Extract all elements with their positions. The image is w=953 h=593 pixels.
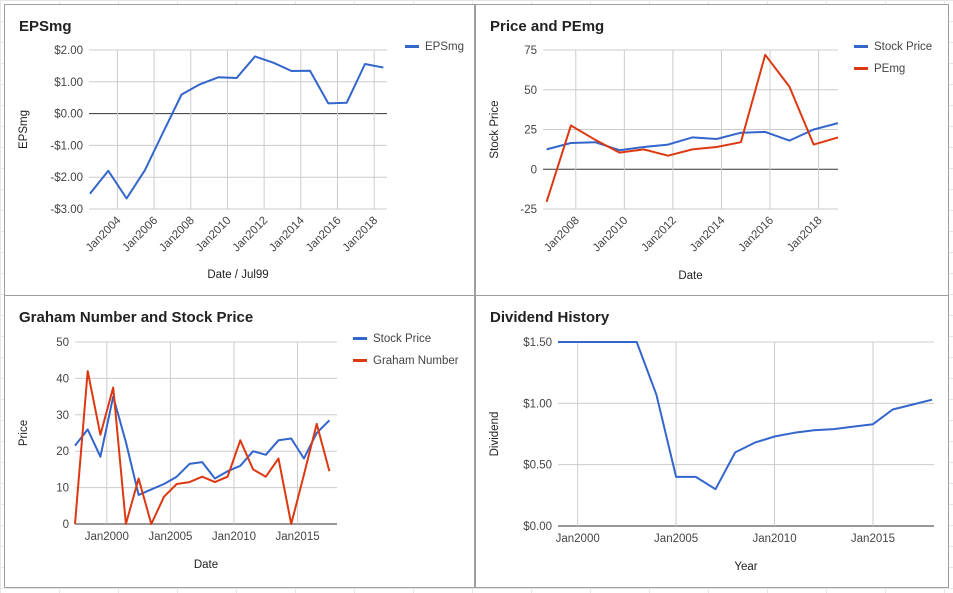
legend-label: Stock Price xyxy=(373,333,431,345)
x-tick-label: Jan2014 xyxy=(267,214,307,254)
x-axis-title: Date xyxy=(194,559,218,571)
y-axis-title: Stock Price xyxy=(489,100,501,158)
x-tick-label: Jan2010 xyxy=(752,533,796,545)
y-tick-label: $1.50 xyxy=(523,337,552,349)
y-tick-label: -$1.00 xyxy=(50,140,83,152)
x-tick-label: Jan2008 xyxy=(542,215,582,255)
y-tick-label: 10 xyxy=(56,483,69,495)
series-line-stock-price xyxy=(74,395,331,496)
chart-panel-graham-number: Graham Number and Stock Price 50 40 30 20 10… xyxy=(4,295,475,588)
series-line-stock-price xyxy=(546,122,839,152)
y-tick-label: 50 xyxy=(56,337,69,349)
x-tick-label: Jan2010 xyxy=(212,531,256,543)
x-tick-label: Jan2010 xyxy=(591,215,631,255)
epsmg-chart-svg: $2.00 $1.00 $0.00 -$1.00 -$2.00 -$3.00Jan2004… xyxy=(18,41,464,281)
y-tick-label: $2.00 xyxy=(54,45,83,57)
x-tick-label: Jan2018 xyxy=(785,215,825,255)
x-tick-label: Jan2010 xyxy=(194,215,234,255)
y-tick-label: -$3.00 xyxy=(50,204,83,216)
x-axis-title: Date xyxy=(678,270,702,282)
x-tick-label: Jan2005 xyxy=(654,533,698,545)
y-tick-label: -$2.00 xyxy=(50,172,83,184)
y-tick-label: 75 xyxy=(524,45,537,57)
x-tick-label: Jan2000 xyxy=(556,533,600,545)
y-tick-label: $0.00 xyxy=(54,109,83,121)
y-tick-label: 20 xyxy=(56,446,69,458)
y-axis-title: Dividend xyxy=(489,412,501,457)
y-tick-label: 40 xyxy=(56,373,69,385)
legend-swatch xyxy=(854,67,868,70)
y-tick-label: 50 xyxy=(524,85,537,97)
chart-title: Price and PEmg xyxy=(490,18,605,35)
legend-swatch xyxy=(854,45,868,48)
legend-swatch xyxy=(353,359,367,362)
x-tick-label: Jan2012 xyxy=(231,215,271,255)
y-tick-label: 0 xyxy=(63,519,69,531)
x-tick-label: Jan2008 xyxy=(157,215,197,255)
series-line-epsmg xyxy=(89,55,384,200)
x-tick-label: Jan2000 xyxy=(85,531,129,543)
graham-number-chart-svg: 50 40 30 20 10 0 Jan2000 Jan2005 Jan2010 Jan2015 D… xyxy=(18,333,459,571)
chart-title: EPSmg xyxy=(19,18,72,35)
y-tick-label: 25 xyxy=(524,125,537,137)
y-tick-label: -25 xyxy=(520,204,537,216)
series-line-pemg xyxy=(545,53,839,203)
legend-label: EPSmg xyxy=(425,41,464,53)
legend-label: PEmg xyxy=(874,63,905,75)
x-tick-label: Jan2004 xyxy=(84,214,124,254)
x-axis-title: Date / Jul99 xyxy=(207,269,268,281)
x-axis-title: Year xyxy=(734,561,757,573)
y-tick-label: $0.50 xyxy=(523,460,552,472)
x-tick-label: Jan2012 xyxy=(639,215,679,255)
chart-title: Graham Number and Stock Price xyxy=(19,309,254,326)
y-tick-label: 0 xyxy=(531,164,537,176)
y-tick-label: 30 xyxy=(56,410,69,422)
x-tick-label: Jan2018 xyxy=(341,215,381,255)
x-tick-label: Jan2016 xyxy=(736,215,776,255)
legend-label: Graham Number xyxy=(373,355,459,367)
legend-label: Stock Price xyxy=(874,41,932,53)
chart-panel-price-pemg: Price and PEmg 75 50 25 0 -25 Jan2008 Jan2010 J… xyxy=(475,4,949,296)
x-tick-label: Jan2015 xyxy=(276,531,320,543)
y-axis-title: EPSmg xyxy=(18,110,30,149)
series-line-graham-number xyxy=(74,370,331,525)
y-tick-label: $1.00 xyxy=(54,77,83,89)
legend-swatch xyxy=(405,45,419,48)
y-tick-label: $0.00 xyxy=(523,521,552,533)
x-tick-label: Jan2006 xyxy=(121,215,161,255)
legend-swatch xyxy=(353,337,367,340)
x-tick-label: Jan2014 xyxy=(688,214,728,254)
dividend-history-chart-svg: $1.50 $1.00 $0.50 $0.00 Jan2000 Jan2005 Jan201… xyxy=(489,337,934,573)
x-tick-label: Jan2005 xyxy=(148,531,192,543)
x-tick-label: Jan2016 xyxy=(304,215,344,255)
series-line-dividend xyxy=(558,341,933,491)
chart-title: Dividend History xyxy=(490,309,610,326)
chart-panel-dividend-history: Dividend History $1.50 $1.00 $0.50 $0.00 Jan… xyxy=(475,295,949,588)
y-axis-title: Price xyxy=(18,420,30,446)
chart-panel-epsmg: EPSmg $2.00 $1.00 $0.00 -$1.00 -$2.00 -$3.00 J… xyxy=(4,4,475,296)
y-tick-label: $1.00 xyxy=(523,398,552,410)
x-tick-label: Jan2015 xyxy=(851,533,895,545)
